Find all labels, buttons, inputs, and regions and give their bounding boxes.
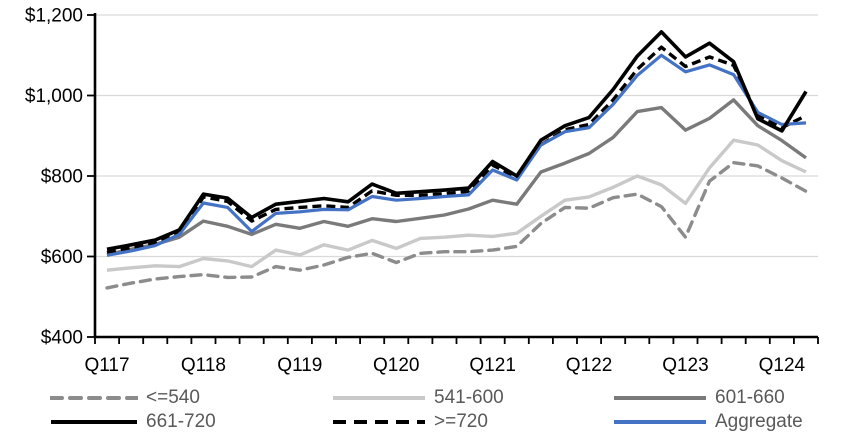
x-tick-label: Q120 — [373, 355, 419, 376]
series-661-720 — [106, 30, 808, 252]
y-tick-label: $400 — [41, 328, 83, 349]
series-lines — [105, 30, 808, 290]
x-tick-label: Q121 — [469, 355, 515, 376]
x-tick-label: Q122 — [566, 355, 612, 376]
x-tick-label: Q118 — [181, 355, 226, 376]
series-541-600 — [106, 138, 807, 272]
x-tick-label: Q119 — [277, 355, 322, 376]
y-axis-labels: $400 $600 $800 $1,000 $1,200 — [25, 6, 83, 349]
x-tick-label: Q124 — [759, 355, 806, 376]
gridlines — [95, 14, 818, 258]
x-axis-labels: Q117 Q118 Q119 Q120 Q121 Q122 Q123 Q124 — [85, 355, 806, 376]
series-601-660 — [106, 98, 807, 257]
axes — [87, 13, 819, 344]
y-tick-label: $1,000 — [25, 86, 83, 107]
y-tick-label: $600 — [41, 247, 83, 268]
series-<=540 — [105, 160, 808, 290]
x-tick-label: Q117 — [85, 355, 130, 376]
y-tick-label: $1,200 — [25, 6, 83, 27]
series-Aggregate — [106, 53, 807, 257]
x-tick-label: Q123 — [662, 355, 708, 376]
y-tick-label: $800 — [41, 167, 83, 188]
